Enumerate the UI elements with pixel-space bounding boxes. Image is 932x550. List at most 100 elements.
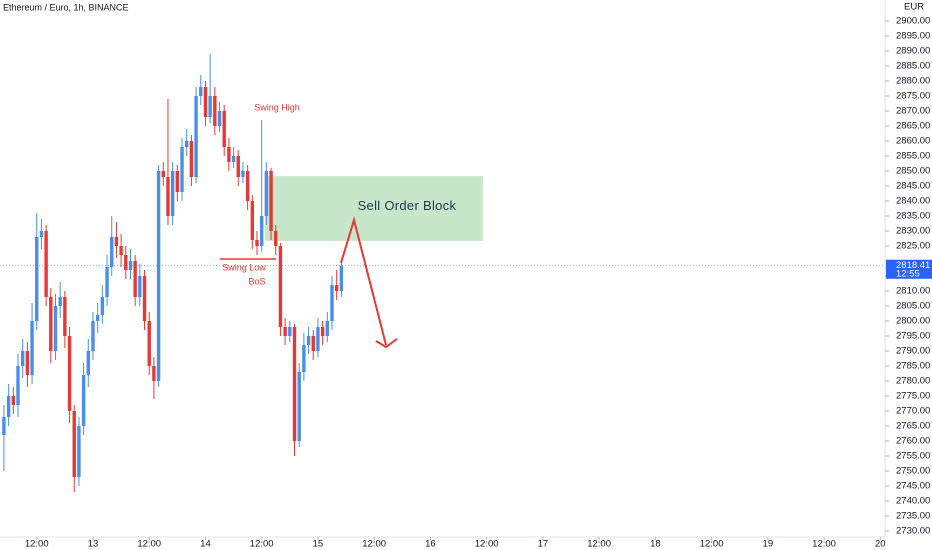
x-tick-label: 15: [313, 539, 324, 550]
candle-body: [124, 255, 128, 270]
arrow-head: [375, 338, 398, 349]
x-tick-label: 12:00: [812, 539, 836, 550]
candle-body: [170, 171, 175, 216]
candle-body: [222, 111, 226, 147]
y-tick-label: 2730.00: [896, 526, 930, 537]
y-tick-label: 2800.00: [896, 316, 930, 327]
candle-body: [334, 285, 339, 291]
y-tick-label: 2755.00: [896, 451, 930, 462]
y-tick-label: 2805.00: [896, 301, 930, 312]
candle-body: [2, 417, 6, 435]
candle-body: [259, 216, 264, 246]
last-price-label: 2818.41: [896, 260, 930, 271]
y-tick-label: 2860.00: [896, 136, 930, 147]
x-tick-label: 14: [200, 539, 211, 550]
candle-body: [39, 231, 44, 237]
candle-body: [330, 285, 334, 321]
y-tick-label: 2875.00: [896, 91, 930, 102]
candle-body: [236, 156, 240, 177]
candle-body: [91, 321, 95, 351]
candle-body: [133, 261, 137, 297]
candle-body: [119, 246, 123, 255]
candle-body: [25, 351, 30, 375]
candle-body: [77, 426, 81, 477]
order-block-zone: [264, 176, 483, 241]
y-tick-label: 2830.00: [896, 226, 930, 237]
candle-body: [283, 327, 287, 336]
x-tick-label: 17: [538, 539, 549, 550]
candle-body: [49, 297, 53, 351]
candle-body: [297, 372, 301, 441]
annotation: BoS: [248, 276, 265, 286]
candle-body: [138, 276, 142, 297]
candle-body: [63, 297, 67, 336]
candle-body: [241, 171, 245, 177]
x-tick-label: 12:00: [137, 539, 161, 550]
annotation: Swing Low: [222, 262, 266, 272]
candle-body: [67, 336, 72, 411]
y-tick-label: 2835.00: [896, 211, 930, 222]
candle-body: [302, 345, 306, 372]
y-tick-label: 2895.00: [896, 31, 930, 42]
candle-body: [185, 141, 189, 147]
candle-body: [325, 321, 330, 336]
candle-body: [311, 336, 315, 351]
candle-body: [227, 147, 231, 162]
y-tick-label: 2865.00: [896, 121, 930, 132]
zone-label: Sell Order Block: [358, 198, 457, 213]
candle-body: [306, 336, 311, 345]
candle-body: [110, 237, 114, 267]
candle-body: [100, 297, 105, 315]
y-tick-label: 2745.00: [896, 481, 930, 492]
y-tick-label: 2740.00: [896, 496, 930, 507]
y-tick-label: 2810.00: [896, 286, 930, 297]
candle-body: [203, 87, 208, 117]
y-tick-label: 2885.00: [896, 61, 930, 72]
candle-body: [278, 246, 283, 327]
candle-body: [20, 351, 25, 366]
candle-body: [255, 240, 259, 246]
candle-body: [189, 141, 194, 177]
x-tick-label: 12:00: [700, 539, 724, 550]
candle-body: [175, 171, 180, 192]
candle-body: [250, 201, 255, 240]
x-tick-label: 12:00: [587, 539, 611, 550]
candle-body: [274, 231, 278, 246]
y-tick-label: 2825.00: [896, 241, 930, 252]
y-tick-label: 2795.00: [896, 331, 930, 342]
candle-body: [292, 327, 297, 441]
candle-body: [166, 177, 170, 216]
countdown-label: 12:55: [896, 268, 920, 279]
x-tick-label: 20: [875, 539, 886, 550]
last-price-box: [886, 259, 932, 279]
x-tick-label: 12:00: [362, 539, 386, 550]
y-tick-label: 2780.00: [896, 376, 930, 387]
x-tick-label: 18: [650, 539, 661, 550]
x-tick-label: 16: [425, 539, 436, 550]
plot-area: [0, 54, 885, 492]
y-tick-label: 2855.00: [896, 151, 930, 162]
y-tick-label: 2770.00: [896, 406, 930, 417]
candle-body: [161, 171, 165, 177]
candle-body: [95, 315, 100, 321]
candle-body: [72, 411, 76, 477]
candle-body: [288, 327, 292, 336]
x-tick-label: 12:00: [25, 539, 49, 550]
candle-body: [208, 96, 212, 117]
y-tick-label: 2735.00: [896, 511, 930, 522]
candle-body: [269, 171, 273, 231]
currency-label: EUR: [904, 2, 924, 13]
y-tick-label: 2850.00: [896, 166, 930, 177]
y-tick-label: 2765.00: [896, 421, 930, 432]
candle-body: [105, 267, 109, 297]
candle-body: [245, 171, 250, 201]
candle-body: [81, 375, 86, 426]
chart-title: Ethereum / Euro, 1h, BINANCE: [3, 2, 129, 12]
candle-body: [142, 276, 147, 321]
candle-body: [58, 297, 62, 306]
x-tick-label: 13: [88, 539, 99, 550]
candle-body: [339, 265, 344, 291]
candle-body: [44, 231, 48, 297]
